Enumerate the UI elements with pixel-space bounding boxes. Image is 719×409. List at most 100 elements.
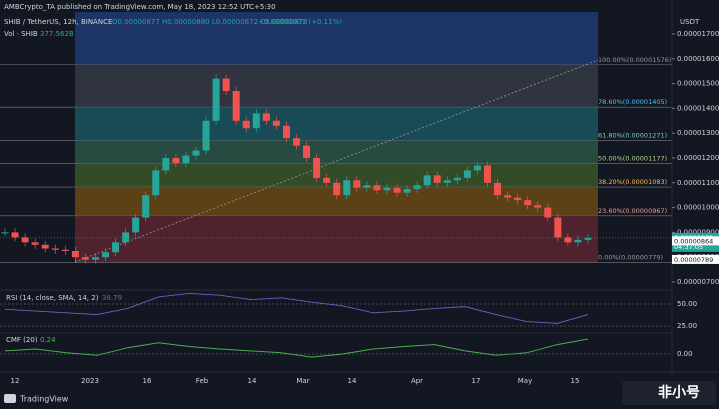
candle-body [323, 177, 331, 183]
fib-band [75, 215, 598, 263]
rsi-value: 38.79 [102, 294, 122, 302]
cmf-value: 0.24 [40, 336, 56, 344]
y-tick-label: 0.00001700 [677, 30, 719, 38]
countdown: 04:37:05 [674, 243, 703, 251]
fib-label: 61.80%(0.00001271) [598, 131, 667, 139]
symbol: SHIB / TetherUS, 12h, BINANCE [4, 18, 112, 26]
candle-body [142, 195, 150, 218]
fib-band [75, 140, 598, 164]
candle-body [272, 120, 280, 126]
candle-body [162, 158, 170, 171]
fib-band [75, 12, 598, 65]
candle-body [423, 175, 431, 186]
brand: TradingView [19, 395, 69, 404]
candle-body [524, 200, 532, 206]
candle-body [282, 125, 290, 139]
candle-body [152, 170, 160, 196]
candle-body [443, 180, 451, 183]
candle-body [182, 155, 190, 163]
candle-body [393, 187, 401, 193]
price-label: 0.00000864 [674, 237, 713, 245]
x-tick-label: 14 [248, 377, 257, 385]
candle-body [102, 252, 110, 258]
x-tick-label: Feb [196, 377, 209, 385]
candle-body [333, 182, 341, 196]
currency: USDT [680, 18, 700, 26]
candle-body [453, 177, 461, 181]
fib-label: 50.00%(0.00001177) [598, 155, 667, 163]
x-tick-label: Apr [411, 377, 423, 385]
x-tick-label: 12 [11, 377, 20, 385]
price-label-box [672, 236, 719, 246]
candle-body [262, 113, 270, 121]
candle-body [31, 242, 39, 245]
candle-body [313, 158, 321, 178]
candle-body [383, 187, 391, 191]
volume-value: 377.562B [40, 30, 74, 38]
cmf-line [4, 338, 589, 358]
candle-body [433, 175, 441, 183]
candle-body [403, 189, 411, 193]
candle-body [21, 237, 29, 243]
brand-logo [4, 394, 16, 403]
fib-label: 23.60%(0.00000967) [598, 207, 667, 215]
y-tick-label: 0.00001400 [677, 104, 719, 112]
rsi-label: RSI (14, close, SMA, 14, 2) [6, 294, 99, 302]
candle-body [252, 113, 260, 129]
cmf-label: CMF (20) [6, 336, 38, 344]
candle-body [122, 232, 130, 243]
candle-body [192, 150, 200, 156]
fib-band [75, 107, 598, 141]
y-tick-label: 0.00001100 [677, 179, 719, 187]
fib-label: 38.20%(0.00001083) [598, 178, 667, 186]
candle-body [202, 120, 210, 151]
x-tick-label: 15 [571, 377, 580, 385]
candle-body [212, 78, 220, 121]
candle-body [91, 257, 99, 260]
y-tick-label: 0.00000700 [677, 278, 719, 286]
volume-label: Vol · SHIB [4, 30, 38, 38]
ohlc: O0.00000877 H0.00000880 L0.00000872 C0.0… [112, 18, 307, 26]
candle-body [303, 145, 311, 158]
rsi-line [4, 292, 589, 324]
candle-body [61, 249, 69, 251]
fib-label: 100.00%(0.00001576) [598, 56, 671, 64]
y-tick-label: 25.00 [677, 322, 697, 330]
candle-body [574, 239, 582, 243]
x-tick-label: 14 [348, 377, 357, 385]
candle-body [41, 244, 49, 249]
candle-body [494, 182, 502, 196]
candle-body [363, 185, 371, 188]
candle-body [353, 180, 361, 188]
published: AMBCrypto_TA published on TradingView.co… [4, 3, 276, 11]
candle-body [81, 257, 89, 260]
candle-body [514, 197, 522, 201]
watermark: 非小号 [658, 384, 700, 401]
candle-body [534, 205, 542, 208]
y-tick-label: 0.00001000 [677, 204, 719, 212]
x-tick-label: Mar [296, 377, 309, 385]
trend-line [74, 59, 599, 263]
candle-body [504, 195, 512, 198]
candle-body [1, 232, 9, 234]
y-tick-label: 0.00001600 [677, 55, 719, 63]
fib-label: 78.60%(0.00001405) [598, 98, 667, 106]
candle-body [222, 78, 230, 92]
y-tick-label: 50.00 [677, 300, 697, 308]
candle-body [343, 180, 351, 196]
candle-body [373, 185, 381, 191]
x-tick-label: 16 [143, 377, 152, 385]
fib-label: 0.00%(0.00000779) [598, 253, 663, 261]
y-tick-label: 0.00001200 [677, 154, 719, 162]
fib-band [75, 64, 598, 108]
candle-body [51, 248, 59, 250]
x-tick-label: May [518, 377, 532, 385]
candle-body [554, 217, 562, 238]
plot [1, 74, 592, 264]
y-tick-label: 0.00 [677, 350, 693, 358]
candle-body [564, 237, 572, 243]
y-tick-label: 0.00000900 [677, 228, 719, 236]
candle-body [232, 91, 240, 121]
candle-body [413, 185, 421, 189]
candle-body [112, 242, 120, 253]
